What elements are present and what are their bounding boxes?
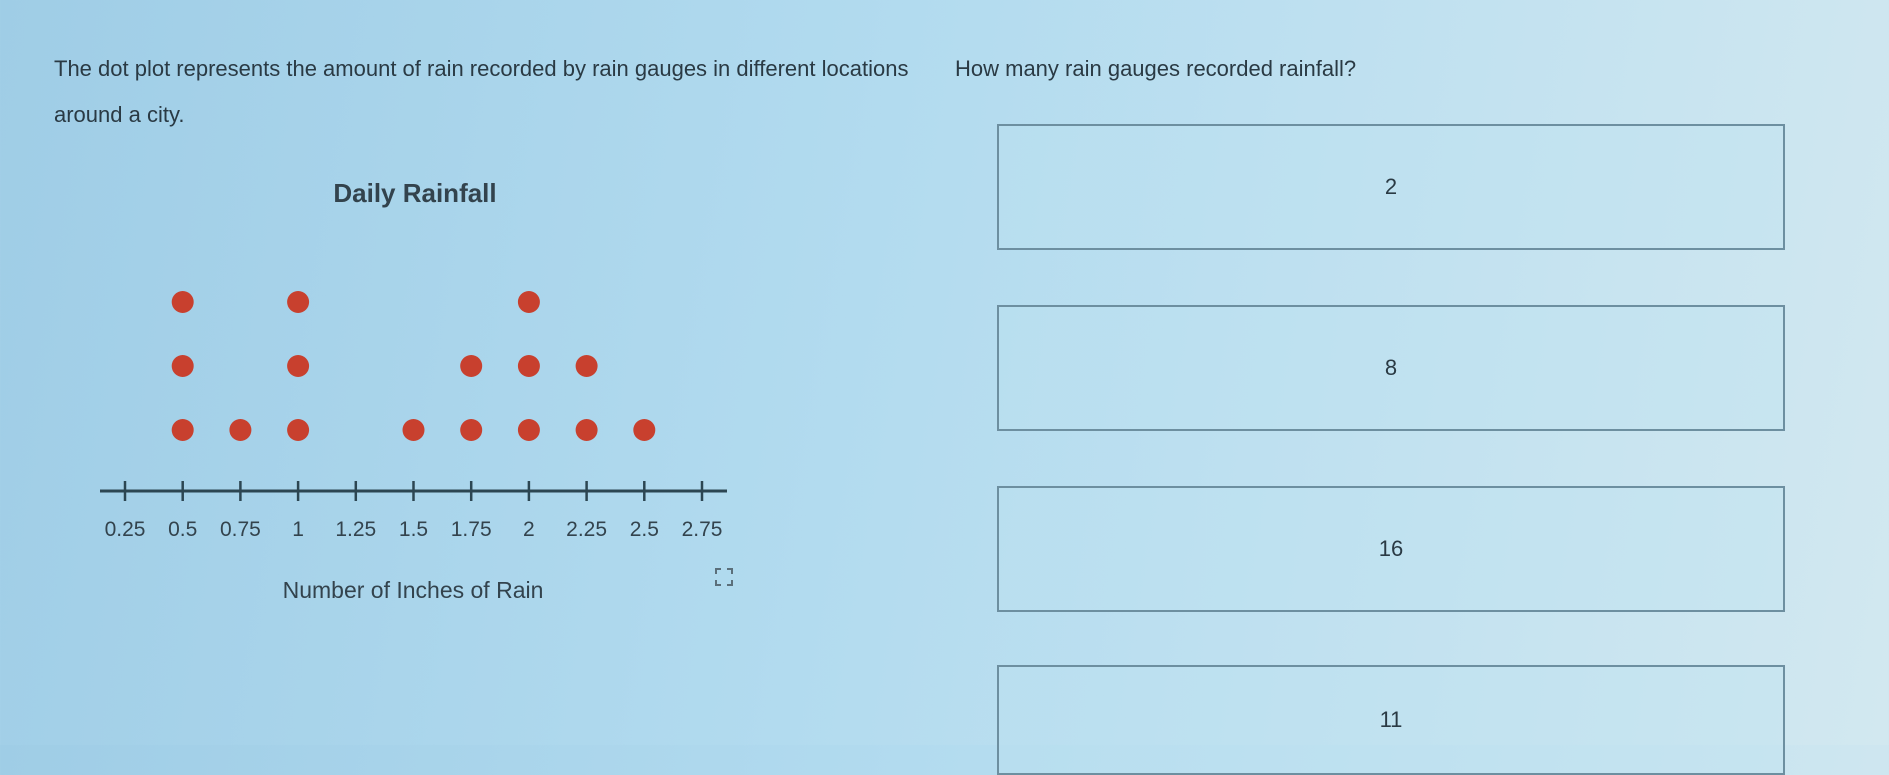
answer-choice-1[interactable]: 2 <box>997 124 1785 250</box>
data-dot <box>287 291 310 313</box>
data-dot <box>575 355 598 377</box>
x-tick-label: 0.25 <box>105 518 146 541</box>
x-tick-label: 1.75 <box>451 518 492 541</box>
data-dot <box>287 355 310 377</box>
x-tick-label: 0.5 <box>168 518 197 541</box>
answer-choice-3[interactable]: 16 <box>997 486 1785 612</box>
x-tick-label: 2 <box>523 518 535 541</box>
data-dot <box>460 355 483 377</box>
data-dot <box>171 291 194 313</box>
x-tick-label: 2.5 <box>630 518 659 541</box>
expand-brackets-icon[interactable] <box>715 568 733 586</box>
data-dot <box>517 419 540 441</box>
data-dot <box>229 419 252 441</box>
dot-plot: 0.25 0.5 0.75 1 1.25 1.5 1.75 2 2.25 2.5 2.75 Numb… <box>100 291 727 603</box>
data-dot <box>460 419 483 441</box>
x-tick-label: 2.25 <box>566 518 607 541</box>
data-dot <box>171 419 194 441</box>
x-axis-label: Number of Inches of Rain <box>283 577 544 603</box>
data-dot <box>517 291 540 313</box>
answer-choice-4[interactable]: 11 <box>997 665 1785 775</box>
question-prompt: The dot plot represents the amount of ra… <box>54 56 909 127</box>
data-dot <box>575 419 598 441</box>
x-tick-label: 1 <box>292 518 304 541</box>
x-tick-label: 1.5 <box>399 518 428 541</box>
data-dot <box>633 419 656 441</box>
chart-title: Daily Rainfall <box>333 178 497 208</box>
data-dot <box>517 355 540 377</box>
answer-choice-2[interactable]: 8 <box>997 305 1785 431</box>
data-dot <box>287 419 310 441</box>
data-dot <box>402 419 425 441</box>
question-text: How many rain gauges recorded rainfall? <box>955 56 1357 81</box>
x-tick-label: 1.25 <box>335 518 376 541</box>
data-dot <box>171 355 194 377</box>
x-tick-label: 0.75 <box>220 518 261 541</box>
x-tick-label: 2.75 <box>682 518 723 541</box>
